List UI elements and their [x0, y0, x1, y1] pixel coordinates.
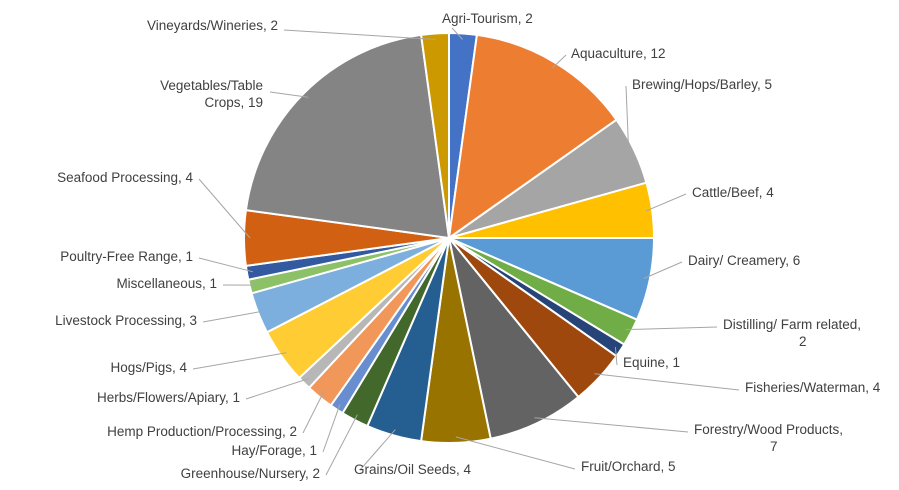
data-label-cattle-beef: Cattle/Beef, 4 [692, 185, 774, 200]
pie-slices [244, 33, 654, 443]
leader-line-hemp-production-processing [303, 392, 323, 433]
pie-slice-vegetables-table-crops [246, 35, 449, 238]
data-label-livestock-processing: Livestock Processing, 3 [55, 313, 197, 328]
data-label-poultry-free-range: Poultry-Free Range, 1 [60, 249, 193, 264]
data-label-hogs-pigs: Hogs/Pigs, 4 [110, 360, 187, 375]
data-label-grains-oil-seeds: Grains/Oil Seeds, 4 [354, 462, 472, 477]
data-label-agri-tourism: Agri-Tourism, 2 [442, 11, 533, 26]
data-label-hay-forage: Hay/Forage, 1 [231, 443, 317, 458]
data-label-fisheries-waterman: Fisheries/Waterman, 4 [745, 380, 881, 395]
data-label-seafood-processing: Seafood Processing, 4 [57, 170, 193, 185]
leader-line-fruit-orchard [456, 437, 575, 469]
data-label-forestry-wood-products: Forestry/Wood Products,7 [694, 422, 843, 454]
leader-line-fisheries-waterman [594, 374, 739, 390]
leader-line-cattle-beef [646, 194, 686, 211]
data-label-equine: Equine, 1 [623, 355, 680, 370]
leader-line-livestock-processing [203, 311, 264, 322]
leader-line-seafood-processing [199, 179, 250, 238]
leader-line-distilling-farm-related [626, 327, 717, 330]
leader-line-vineyards-wineries [284, 30, 435, 40]
data-label-greenhouse-nursery: Greenhouse/Nursery, 2 [181, 466, 320, 481]
data-label-aquaculture: Aquaculture, 12 [571, 46, 666, 61]
data-label-distilling-farm-related: Distilling/ Farm related,2 [723, 317, 861, 349]
data-label-hemp-production-processing: Hemp Production/Processing, 2 [107, 424, 297, 439]
data-label-miscellaneous: Miscellaneous, 1 [116, 276, 217, 291]
leader-line-hogs-pigs [193, 353, 286, 369]
leader-line-greenhouse-nursery [326, 415, 357, 475]
leader-line-hay-forage [323, 404, 340, 452]
data-label-brewing-hops-barley: Brewing/Hops/Barley, 5 [632, 77, 772, 92]
leader-line-herbs-flowers-apiary [246, 379, 308, 399]
data-label-herbs-flowers-apiary: Herbs/Flowers/Apiary, 1 [97, 390, 240, 405]
leader-line-forestry-wood-products [535, 418, 689, 432]
data-label-dairy-creamery: Dairy/ Creamery, 6 [688, 253, 800, 268]
data-label-vineyards-wineries: Vineyards/Wineries, 2 [147, 18, 278, 33]
data-label-fruit-orchard: Fruit/Orchard, 5 [581, 459, 676, 474]
